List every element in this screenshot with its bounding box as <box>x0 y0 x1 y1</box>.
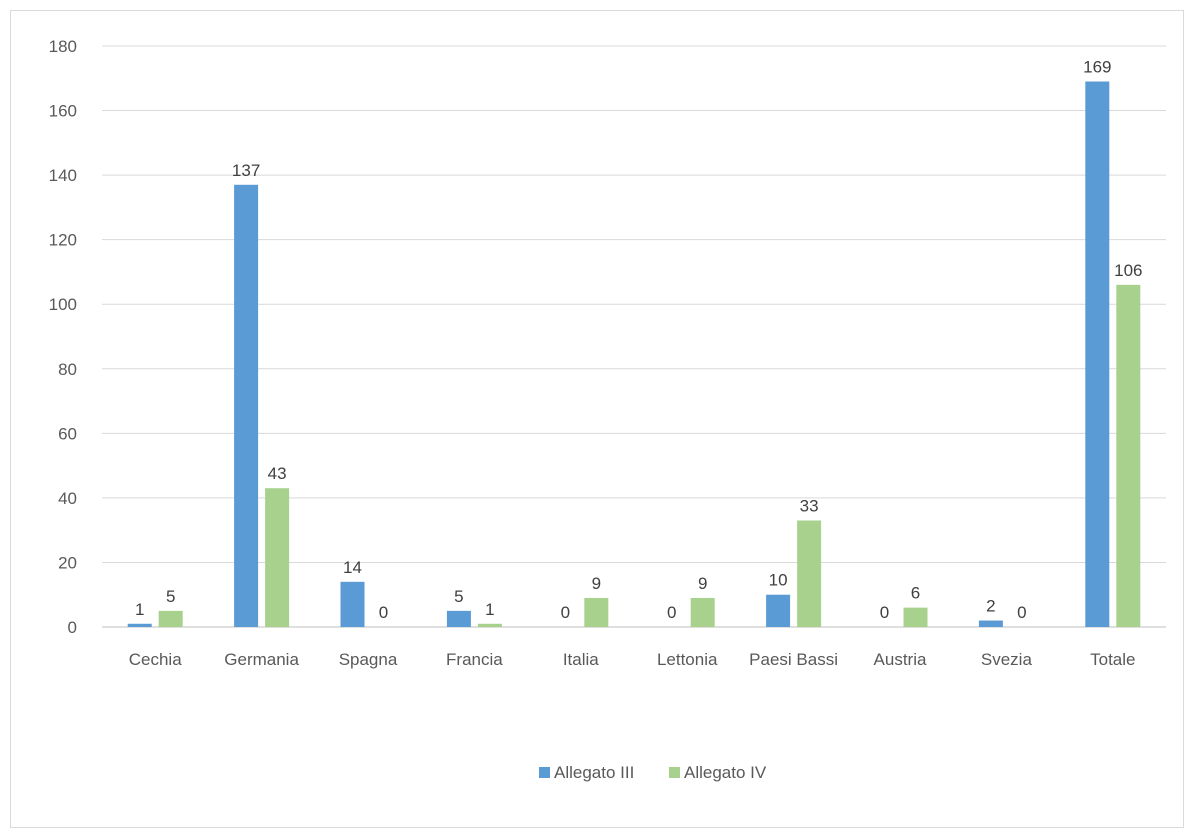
y-tick-label: 100 <box>49 295 77 314</box>
x-tick-label: Svezia <box>981 650 1033 669</box>
bar <box>584 597 609 627</box>
chart-frame <box>10 10 1184 828</box>
data-label: 33 <box>800 496 819 515</box>
y-tick-label: 120 <box>49 231 77 250</box>
legend-swatch <box>539 767 550 778</box>
data-label: 0 <box>1017 603 1026 622</box>
x-tick-label: Cechia <box>129 650 182 669</box>
bar <box>477 623 502 627</box>
data-label: 0 <box>880 603 889 622</box>
x-tick-label: Francia <box>446 650 503 669</box>
data-label: 5 <box>454 587 463 606</box>
data-label: 6 <box>911 584 920 603</box>
bar <box>265 488 290 627</box>
y-tick-label: 40 <box>58 489 77 508</box>
x-tick-label: Spagna <box>339 650 398 669</box>
data-label: 5 <box>166 587 175 606</box>
bar <box>234 184 259 628</box>
legend: Allegato III Allegato IV <box>539 763 767 782</box>
x-tick-label: Austria <box>874 650 927 669</box>
y-axis: 0 20 40 60 80 100 120 140 160 180 <box>49 37 77 637</box>
data-label: 43 <box>268 464 287 483</box>
bar <box>158 610 183 627</box>
x-tick-label: Lettonia <box>657 650 718 669</box>
data-label: 0 <box>667 603 676 622</box>
bar <box>978 620 1003 627</box>
data-label: 0 <box>379 603 388 622</box>
x-tick-label: Totale <box>1090 650 1135 669</box>
bar <box>1085 81 1110 627</box>
y-tick-label: 20 <box>58 553 77 572</box>
x-axis: Cechia Germania Spagna Francia Italia Lettoni… <box>129 650 1136 669</box>
data-label: 106 <box>1114 261 1142 280</box>
x-tick-label: Germania <box>224 650 299 669</box>
y-tick-label: 140 <box>49 166 77 185</box>
legend-entry: Allegato III <box>554 763 634 782</box>
bar <box>797 520 822 627</box>
data-label: 14 <box>343 558 362 577</box>
data-label: 169 <box>1083 58 1111 77</box>
data-label: 9 <box>592 574 601 593</box>
y-tick-label: 180 <box>49 37 77 56</box>
bar <box>903 607 928 627</box>
bar <box>446 610 471 627</box>
y-tick-label: 0 <box>68 618 77 637</box>
y-tick-label: 160 <box>49 102 77 121</box>
y-tick-label: 60 <box>58 424 77 443</box>
data-label: 9 <box>698 574 707 593</box>
bar <box>766 594 791 627</box>
gridlines <box>102 45 1166 628</box>
data-label: 10 <box>769 571 788 590</box>
bar <box>340 581 365 627</box>
x-tick-label: Paesi Bassi <box>749 650 838 669</box>
legend-swatch <box>669 767 680 778</box>
data-label: 1 <box>485 600 494 619</box>
x-tick-label: Italia <box>563 650 599 669</box>
bar <box>1116 284 1141 627</box>
data-label: 2 <box>986 597 995 616</box>
legend-entry: Allegato IV <box>684 763 767 782</box>
bar <box>127 623 152 627</box>
bars <box>127 81 1141 628</box>
data-label: 137 <box>232 161 260 180</box>
bar <box>690 597 715 627</box>
y-tick-label: 80 <box>58 360 77 379</box>
data-label: 1 <box>135 600 144 619</box>
data-label: 0 <box>561 603 570 622</box>
